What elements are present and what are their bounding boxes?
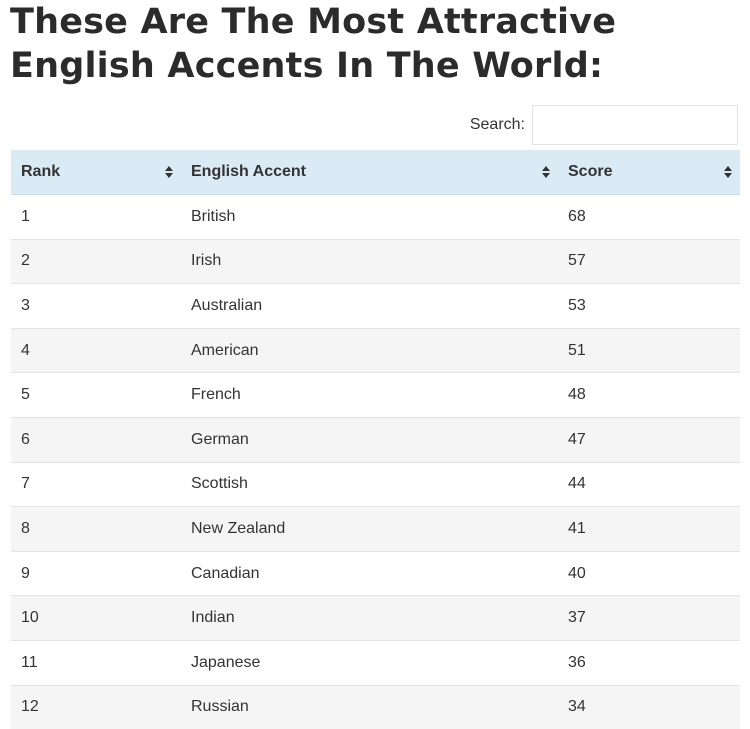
cell-rank: 11 (11, 640, 181, 685)
cell-english-accent: Scottish (181, 462, 558, 507)
cell-english-accent: Japanese (181, 640, 558, 685)
cell-english-accent: Russian (181, 685, 558, 729)
cell-english-accent: American (181, 328, 558, 373)
cell-rank: 2 (11, 239, 181, 284)
column-header-score[interactable]: Score (558, 150, 740, 195)
cell-english-accent: Irish (181, 239, 558, 284)
cell-score: 37 (558, 596, 740, 641)
cell-english-accent: New Zealand (181, 507, 558, 552)
column-header-label: Score (568, 163, 612, 180)
cell-score: 48 (558, 373, 740, 418)
page-title: These Are The Most Attractive English Ac… (10, 0, 740, 88)
cell-score: 44 (558, 462, 740, 507)
sort-icon[interactable] (165, 166, 173, 178)
table-header: Rank English Accent Score (11, 150, 740, 195)
cell-rank: 10 (11, 596, 181, 641)
cell-score: 36 (558, 640, 740, 685)
search-bar: Search: (470, 104, 738, 146)
cell-score: 40 (558, 551, 740, 596)
cell-score: 57 (558, 239, 740, 284)
cell-rank: 9 (11, 551, 181, 596)
cell-rank: 5 (11, 373, 181, 418)
cell-score: 51 (558, 328, 740, 373)
cell-score: 41 (558, 507, 740, 552)
cell-rank: 6 (11, 417, 181, 462)
cell-score: 34 (558, 685, 740, 729)
cell-rank: 1 (11, 195, 181, 240)
search-input[interactable] (532, 105, 738, 145)
cell-rank: 12 (11, 685, 181, 729)
cell-score: 47 (558, 417, 740, 462)
column-header-english-accent[interactable]: English Accent (181, 150, 558, 195)
cell-rank: 8 (11, 507, 181, 552)
cell-english-accent: Australian (181, 284, 558, 329)
cell-rank: 3 (11, 284, 181, 329)
table-header-row: Rank English Accent Score (11, 150, 740, 195)
cell-english-accent: British (181, 195, 558, 240)
cell-rank: 7 (11, 462, 181, 507)
cell-score: 53 (558, 284, 740, 329)
cell-score: 68 (558, 195, 740, 240)
cell-english-accent: Indian (181, 596, 558, 641)
sort-icon[interactable] (724, 166, 732, 178)
column-header-label: English Accent (191, 163, 306, 180)
cell-english-accent: French (181, 373, 558, 418)
column-header-label: Rank (21, 163, 60, 180)
sort-icon[interactable] (542, 166, 550, 178)
column-header-rank[interactable]: Rank (11, 150, 181, 195)
page-title-line-2: English Accents In The World: (10, 46, 603, 86)
cell-english-accent: Canadian (181, 551, 558, 596)
page-title-line-1: These Are The Most Attractive (10, 2, 616, 42)
cell-rank: 4 (11, 328, 181, 373)
search-label: Search: (470, 116, 525, 134)
cell-english-accent: German (181, 417, 558, 462)
